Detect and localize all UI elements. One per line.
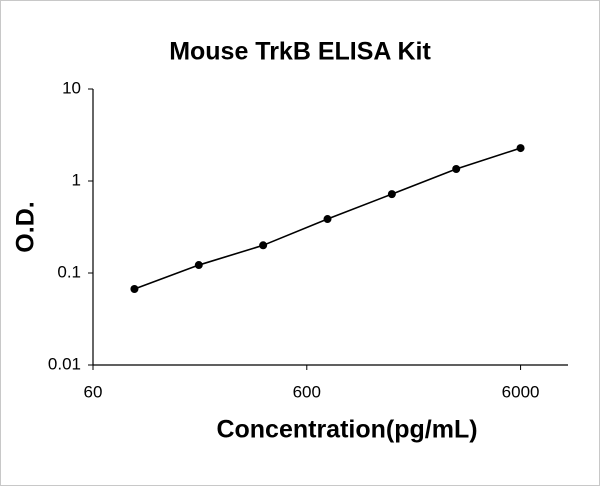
y-tick-label: 0.01	[48, 354, 81, 373]
point	[387, 190, 396, 199]
y-tick-label: 10	[62, 78, 81, 97]
point	[516, 144, 525, 153]
y-axis-label: O.D.	[12, 201, 40, 252]
x-tick-label: 60	[84, 382, 103, 401]
chart-title: Mouse TrkB ELISA Kit	[169, 38, 431, 66]
x-tick-label: 600	[293, 382, 321, 401]
point	[323, 215, 332, 224]
y-tick-label: 0.1	[57, 262, 81, 281]
x-axis-label: Concentration(pg/mL)	[216, 416, 477, 444]
x-tick-label: 6000	[502, 382, 540, 401]
y-tick-label: 1	[72, 170, 81, 189]
point	[194, 261, 203, 270]
point	[452, 165, 461, 174]
point	[259, 241, 268, 250]
point	[130, 285, 139, 294]
